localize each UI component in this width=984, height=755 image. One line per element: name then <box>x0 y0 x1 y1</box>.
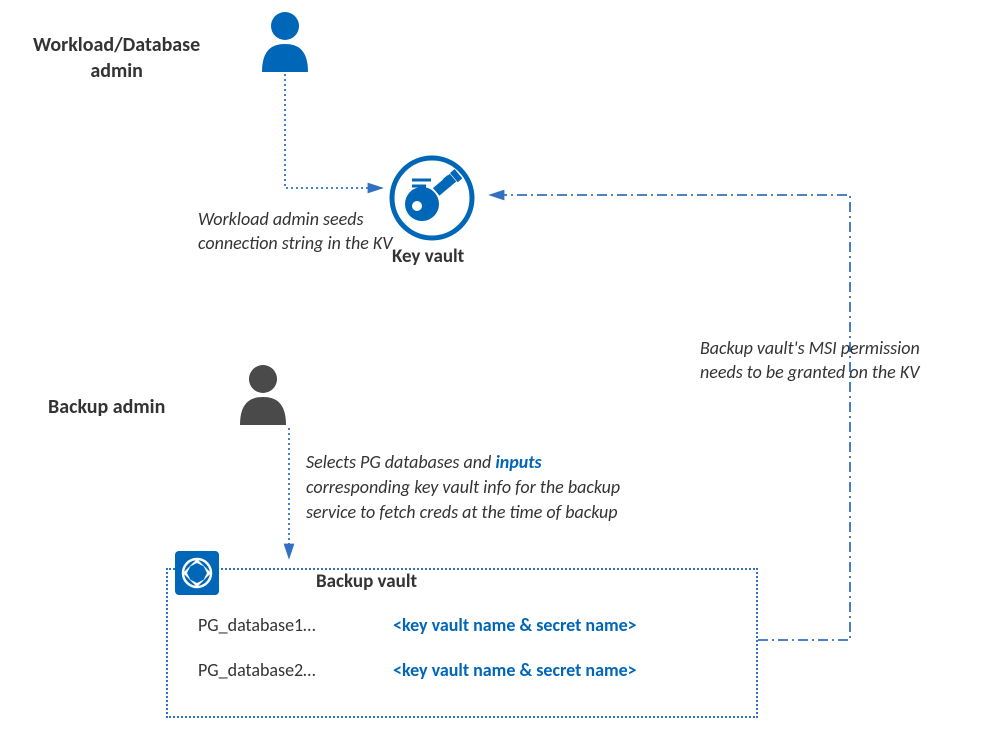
msi-permission-text: Backup vault's MSI permission needs to b… <box>700 336 920 385</box>
msi-line2: needs to be granted on the KV <box>700 360 920 384</box>
msi-line1: Backup vault's MSI permission <box>700 336 920 360</box>
